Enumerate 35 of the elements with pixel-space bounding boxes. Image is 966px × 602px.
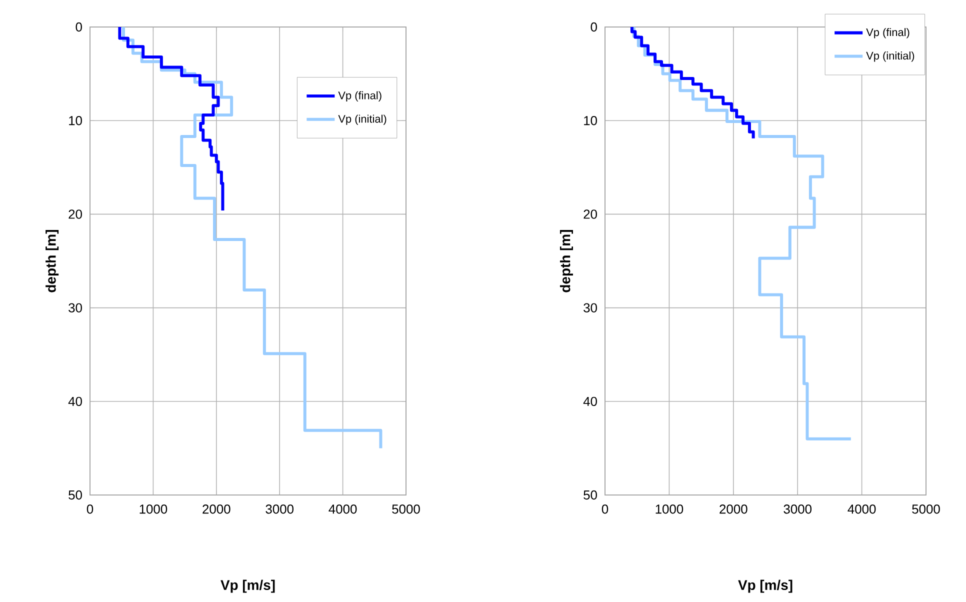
y-tick-label: 40 — [68, 396, 82, 406]
x-tick-label: 3000 — [784, 504, 812, 514]
y-tick-label: 40 — [583, 396, 597, 406]
y-tick-label: 50 — [68, 490, 82, 500]
x-tick-label: 3000 — [266, 504, 294, 514]
y-axis-title: depth [m] — [560, 230, 573, 292]
y-tick-label: 10 — [584, 116, 597, 126]
y-tick-label: 30 — [68, 303, 82, 312]
x-tick-label: 4000 — [328, 504, 357, 514]
x-tick-label: 0 — [602, 504, 608, 514]
x-tick-label: 1000 — [656, 504, 684, 514]
x-tick-label: 4000 — [848, 504, 876, 514]
x-axis-title: Vp [m/s] — [738, 580, 792, 593]
legend-label: Vp (initial) — [338, 114, 386, 125]
y-axis-title: depth [m] — [46, 230, 59, 292]
line-series — [118, 27, 224, 212]
x-tick-label: 2000 — [202, 504, 230, 514]
x-tick-label: 2000 — [720, 504, 748, 514]
x-tick-label: 5000 — [912, 504, 940, 514]
x-axis-title: Vp [m/s] — [220, 580, 275, 593]
y-tick-label: 50 — [584, 490, 597, 500]
x-tick-label: 5000 — [392, 504, 420, 514]
legend-label: Vp (final) — [866, 28, 910, 38]
line-series — [632, 27, 852, 440]
x-tick-label: 0 — [86, 504, 94, 514]
x-tick-label: 1000 — [140, 504, 168, 514]
legend-label: Vp (initial) — [866, 52, 914, 62]
y-tick-label: 20 — [68, 210, 82, 219]
line-series — [630, 27, 755, 140]
legend-label: Vp (final) — [338, 91, 382, 102]
y-tick-label: 10 — [69, 116, 82, 126]
y-tick-label: 0 — [590, 22, 597, 32]
y-tick-label: 20 — [584, 210, 597, 219]
y-tick-label: 30 — [584, 303, 597, 312]
y-tick-label: 0 — [76, 22, 82, 32]
